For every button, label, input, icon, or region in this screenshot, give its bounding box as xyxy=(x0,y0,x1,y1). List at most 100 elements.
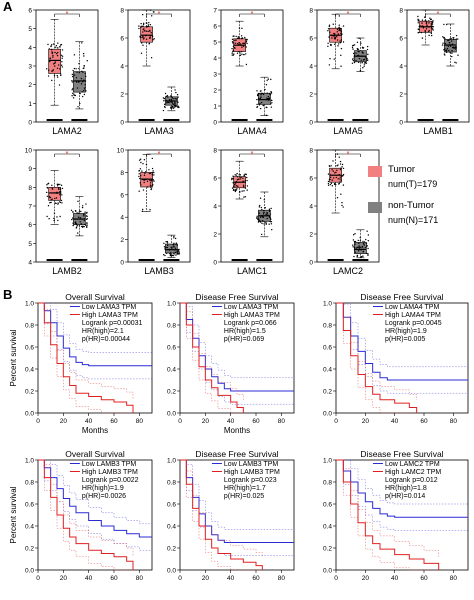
tumor-point xyxy=(151,157,154,160)
normal-point xyxy=(165,95,167,98)
tumor-point xyxy=(151,167,154,170)
tumor-point xyxy=(57,202,59,204)
normal-point xyxy=(266,213,268,215)
normal-point xyxy=(257,93,259,96)
y-tick-label: 0.6 xyxy=(25,345,34,352)
tumor-point xyxy=(145,34,147,37)
normal-point xyxy=(77,81,80,83)
normal-point xyxy=(362,52,364,54)
ci-lower-low xyxy=(336,459,468,531)
normal-point xyxy=(362,250,365,253)
y-tick-label: 6 xyxy=(28,8,32,15)
tumor-point xyxy=(57,51,59,54)
tumor-point xyxy=(428,26,430,28)
y-tick-label: 0.8 xyxy=(167,480,176,487)
y-tick-label: 8 xyxy=(213,148,217,155)
normal-point xyxy=(356,246,359,249)
normal-point xyxy=(170,94,172,97)
tumor-box xyxy=(48,187,61,201)
normal-point xyxy=(270,218,272,220)
x-tick-label: 20 xyxy=(60,575,68,582)
tumor-point xyxy=(238,37,240,39)
normal-point xyxy=(81,91,83,93)
y-tick-label: 0.8 xyxy=(167,323,176,330)
normal-point xyxy=(75,223,78,225)
tumor-point xyxy=(327,28,330,30)
normal-point xyxy=(263,211,265,214)
normal-point xyxy=(164,106,166,109)
tumor-point xyxy=(421,19,424,21)
normal-point xyxy=(174,103,176,105)
normal-point xyxy=(163,100,165,102)
normal-point xyxy=(174,101,176,104)
tumor-point xyxy=(58,187,60,189)
tumor-point xyxy=(339,176,341,178)
tumor-point xyxy=(231,177,233,180)
normal-point xyxy=(363,58,366,61)
normal-point xyxy=(168,101,170,104)
tumor-point xyxy=(239,54,241,57)
normal-point xyxy=(366,245,368,247)
normal-point xyxy=(355,59,357,62)
normal-point xyxy=(265,221,267,224)
tumor-point xyxy=(329,176,332,178)
y-tick-label: 0.8 xyxy=(25,480,34,487)
normal-point xyxy=(259,216,262,218)
normal-point xyxy=(358,248,361,251)
normal-point xyxy=(441,44,444,46)
tumor-point xyxy=(336,196,339,199)
tumor-point xyxy=(60,192,62,194)
stat-label: p(HR)=0.0026 xyxy=(82,493,126,500)
tumor-point xyxy=(60,199,63,202)
tumor-point xyxy=(327,45,329,48)
tumor-point xyxy=(340,65,342,67)
normal-point xyxy=(356,47,359,50)
plot-title: Disease Free Survival xyxy=(360,449,443,459)
tumor-point xyxy=(143,179,145,181)
gene-label: LAMA4 xyxy=(237,126,267,136)
tumor-point xyxy=(231,52,233,54)
survival-curve-high xyxy=(180,302,244,413)
normal-point xyxy=(262,104,264,107)
gene-label: LAMC2 xyxy=(333,266,363,276)
normal-point xyxy=(455,34,458,37)
tumor-point xyxy=(421,22,423,24)
tumor-point xyxy=(148,169,150,171)
normal-point xyxy=(353,247,356,249)
y-tick-label: 1.0 xyxy=(167,301,176,308)
tumor-point xyxy=(48,195,50,198)
normal-point xyxy=(75,77,78,79)
normal-point xyxy=(352,239,355,241)
tumor-point xyxy=(427,30,430,33)
normal-point xyxy=(352,58,354,60)
tumor-point xyxy=(152,179,154,181)
legend-label: Low LAMA3 TPM xyxy=(82,304,137,311)
tumor-point xyxy=(46,186,48,189)
tumor-point xyxy=(340,30,342,33)
normal-point xyxy=(353,249,356,251)
normal-point xyxy=(73,54,76,56)
normal-point xyxy=(357,250,360,252)
y-axis-label: Percent survival xyxy=(9,486,18,543)
normal-point xyxy=(80,223,82,225)
normal-point xyxy=(86,225,88,228)
tumor-point xyxy=(149,30,151,32)
tumor-point xyxy=(232,185,235,188)
normal-point xyxy=(443,49,445,51)
normal-point xyxy=(367,234,370,236)
normal-point xyxy=(73,94,76,96)
x-tick-label: 60 xyxy=(110,575,118,582)
normal-point xyxy=(266,99,268,101)
tumor-point xyxy=(149,172,152,174)
y-tick-label: 0 xyxy=(120,120,124,127)
tumor-point xyxy=(241,27,243,30)
tumor-point xyxy=(235,181,238,183)
normal-point xyxy=(75,210,77,212)
tumor-point xyxy=(418,28,420,31)
normal-point xyxy=(172,246,174,248)
tumor-point xyxy=(334,38,336,40)
normal-point xyxy=(165,99,167,102)
survival-curve-high xyxy=(336,459,440,570)
normal-point xyxy=(72,87,74,90)
legend-label: Low LAMA4 TPM xyxy=(385,304,440,311)
